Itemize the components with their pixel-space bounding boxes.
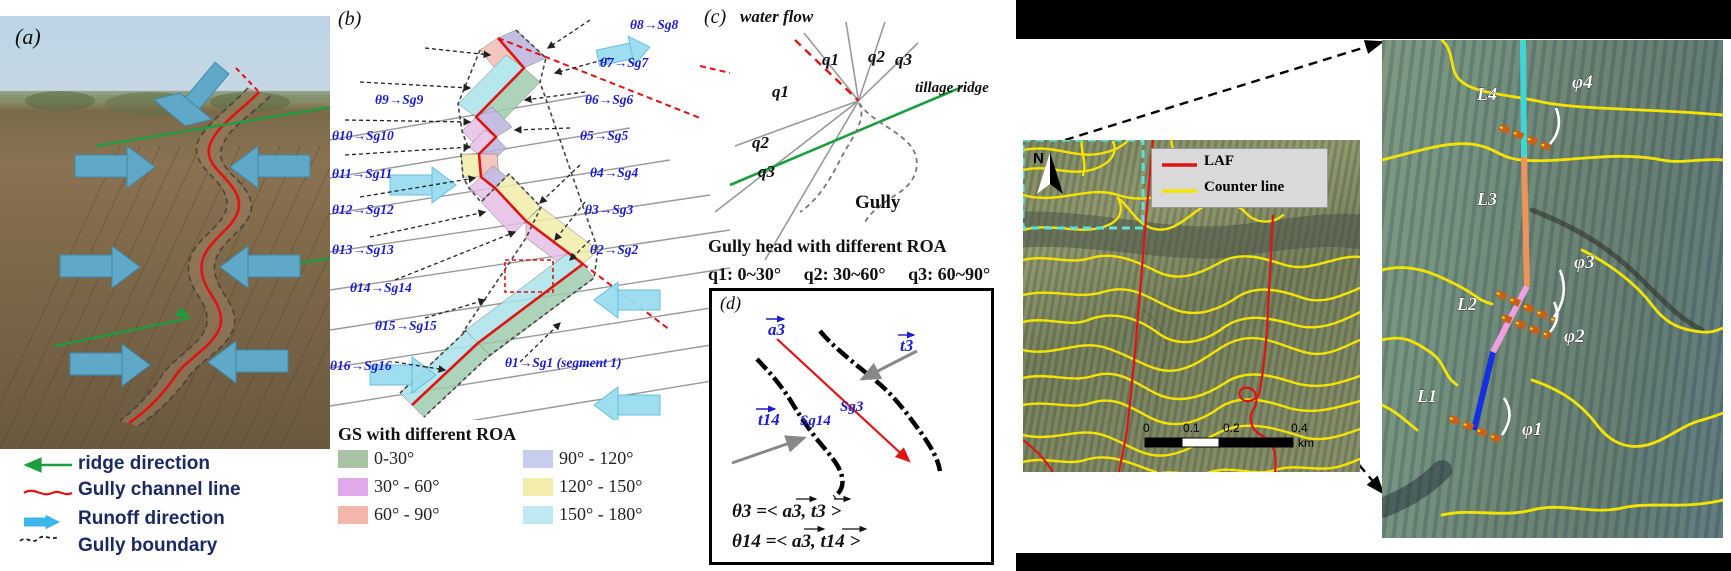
svg-text:Sg14: Sg14 [800, 413, 831, 429]
svg-text:Gully: Gully [855, 192, 901, 213]
svg-text:Sg3: Sg3 [840, 399, 864, 415]
svg-text:q3: q3 [895, 50, 913, 69]
svg-text:θ3 =< a3, t3 >: θ3 =< a3, t3 > [732, 501, 842, 522]
svg-text:q1: q1 [822, 50, 839, 69]
svg-text:L3: L3 [1476, 189, 1497, 209]
svg-text:L1: L1 [1416, 386, 1437, 406]
svg-text:φ1: φ1 [1522, 419, 1543, 440]
svg-text:q1: q1 [772, 82, 789, 101]
svg-text:L4: L4 [1476, 84, 1497, 104]
svg-text:km: km [1298, 436, 1314, 450]
svg-text:L2: L2 [1456, 294, 1477, 314]
svg-text:q2: q2 [868, 47, 886, 66]
svg-text:0: 0 [1143, 421, 1150, 435]
svg-text:0.4: 0.4 [1291, 421, 1308, 435]
svg-text:a3: a3 [768, 320, 786, 339]
svg-text:φ4: φ4 [1572, 72, 1593, 93]
svg-text:φ2: φ2 [1564, 326, 1585, 347]
svg-text:water flow: water flow [740, 7, 814, 26]
svg-text:q3: q3 [758, 162, 776, 181]
svg-text:t3: t3 [900, 336, 914, 355]
svg-text:t14: t14 [758, 410, 780, 429]
svg-text:0.1: 0.1 [1183, 421, 1200, 435]
svg-text:φ3: φ3 [1574, 252, 1595, 273]
svg-text:q2: q2 [752, 133, 770, 152]
svg-text:θ14 =< a3, t14 >: θ14 =< a3, t14 > [732, 531, 861, 552]
svg-text:tillage ridge: tillage ridge [915, 80, 989, 96]
svg-text:0.2: 0.2 [1223, 421, 1240, 435]
